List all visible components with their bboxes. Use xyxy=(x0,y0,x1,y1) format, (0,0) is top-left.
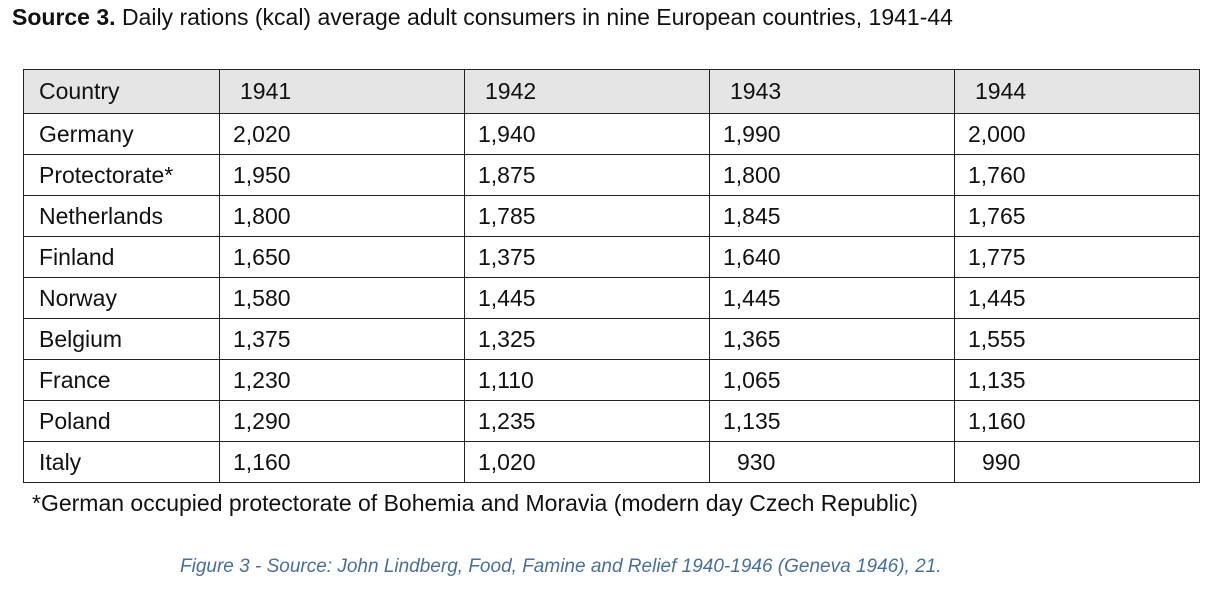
value-cell: 1,065 xyxy=(709,359,955,401)
country-cell: Germany xyxy=(23,113,220,155)
column-header-1942: 1942 xyxy=(464,69,710,114)
value-cell: 1,375 xyxy=(219,318,465,360)
value-cell: 1,235 xyxy=(464,400,710,442)
country-cell: Finland xyxy=(23,236,220,278)
column-header-country: Country xyxy=(23,69,220,114)
value-cell: 1,640 xyxy=(709,236,955,278)
value-cell: 1,110 xyxy=(464,359,710,401)
value-cell: 1,800 xyxy=(709,154,955,196)
value-cell: 2,000 xyxy=(954,113,1200,155)
value-cell: 1,580 xyxy=(219,277,465,319)
table-row: Belgium 1,375 1,325 1,365 1,555 xyxy=(23,318,1200,360)
title-text: Daily rations (kcal) average adult consu… xyxy=(121,4,953,30)
table-row: Italy 1,160 1,020 930 990 xyxy=(23,441,1200,483)
value-cell: 1,135 xyxy=(954,359,1200,401)
value-cell: 1,230 xyxy=(219,359,465,401)
table-row: France 1,230 1,110 1,065 1,135 xyxy=(23,359,1200,401)
country-cell: Italy xyxy=(23,441,220,483)
value-cell: 1,160 xyxy=(954,400,1200,442)
table-row: Norway 1,580 1,445 1,445 1,445 xyxy=(23,277,1200,319)
country-cell: Poland xyxy=(23,400,220,442)
value-cell: 1,365 xyxy=(709,318,955,360)
value-cell: 1,445 xyxy=(464,277,710,319)
table-row: Netherlands 1,800 1,785 1,845 1,765 xyxy=(23,195,1200,237)
value-cell: 1,325 xyxy=(464,318,710,360)
value-cell: 1,845 xyxy=(709,195,955,237)
figure-caption: Figure 3 - Source: John Lindberg, Food, … xyxy=(180,556,942,577)
country-cell: Norway xyxy=(23,277,220,319)
country-cell: Netherlands xyxy=(23,195,220,237)
value-cell: 1,940 xyxy=(464,113,710,155)
value-cell: 1,950 xyxy=(219,154,465,196)
value-cell: 930 xyxy=(709,441,955,483)
value-cell: 1,290 xyxy=(219,400,465,442)
value-cell: 1,785 xyxy=(464,195,710,237)
value-cell: 1,160 xyxy=(219,441,465,483)
value-cell: 1,650 xyxy=(219,236,465,278)
document-title: Source 3. Daily rations (kcal) average a… xyxy=(12,4,953,31)
value-cell: 1,775 xyxy=(954,236,1200,278)
country-cell: Belgium xyxy=(23,318,220,360)
table-row: Protectorate* 1,950 1,875 1,800 1,760 xyxy=(23,154,1200,196)
rations-table: Country 1941 1942 1943 1944 Germany 2,02… xyxy=(23,69,1200,483)
table-row: Finland 1,650 1,375 1,640 1,775 xyxy=(23,236,1200,278)
value-cell: 2,020 xyxy=(219,113,465,155)
value-cell: 1,800 xyxy=(219,195,465,237)
table-row: Germany 2,020 1,940 1,990 2,000 xyxy=(23,113,1200,155)
value-cell: 1,990 xyxy=(709,113,955,155)
value-cell: 990 xyxy=(954,441,1200,483)
footnote: *German occupied protectorate of Bohemia… xyxy=(32,490,918,516)
country-cell: Protectorate* xyxy=(23,154,220,196)
table-header-row: Country 1941 1942 1943 1944 xyxy=(23,69,1200,114)
value-cell: 1,760 xyxy=(954,154,1200,196)
value-cell: 1,375 xyxy=(464,236,710,278)
value-cell: 1,020 xyxy=(464,441,710,483)
value-cell: 1,875 xyxy=(464,154,710,196)
column-header-1944: 1944 xyxy=(954,69,1200,114)
table-row: Poland 1,290 1,235 1,135 1,160 xyxy=(23,400,1200,442)
country-cell: France xyxy=(23,359,220,401)
value-cell: 1,445 xyxy=(954,277,1200,319)
column-header-1941: 1941 xyxy=(219,69,465,114)
column-header-1943: 1943 xyxy=(709,69,955,114)
value-cell: 1,445 xyxy=(709,277,955,319)
source-label: Source 3. xyxy=(12,4,116,30)
value-cell: 1,555 xyxy=(954,318,1200,360)
value-cell: 1,135 xyxy=(709,400,955,442)
value-cell: 1,765 xyxy=(954,195,1200,237)
